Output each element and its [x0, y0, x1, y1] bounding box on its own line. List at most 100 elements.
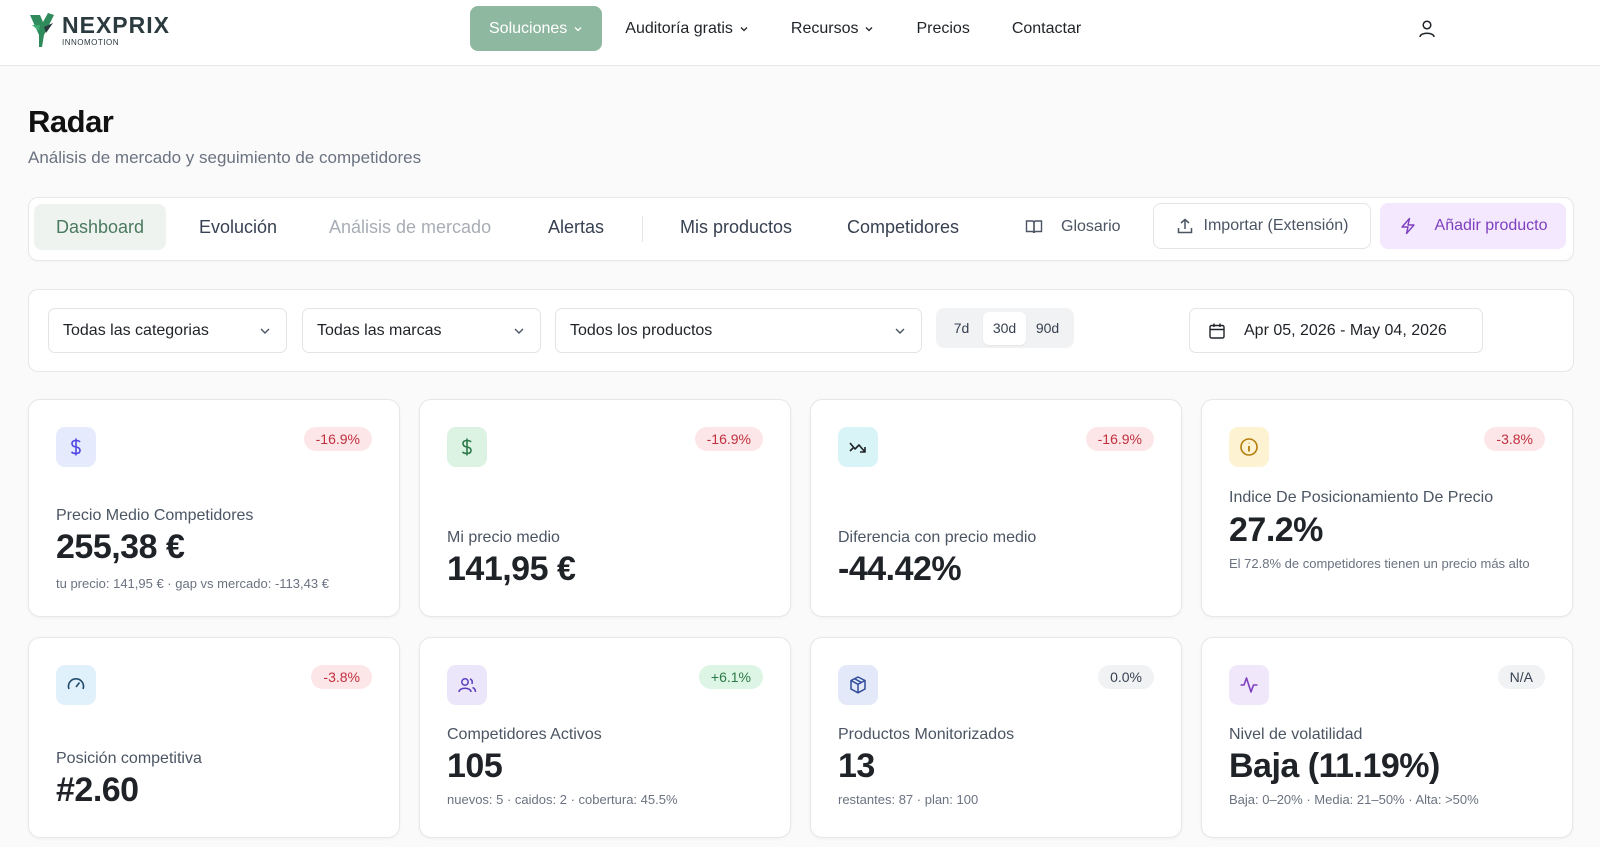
nav-item-label: Contactar — [1011, 19, 1082, 37]
kpi-icon-badge — [838, 665, 878, 705]
tab-dashboard[interactable]: Dashboard — [34, 204, 167, 250]
kpi-value: 105 — [447, 747, 503, 785]
trend-icon — [849, 442, 866, 453]
tab-analisis-mercado[interactable]: Análisis de mercado — [329, 216, 492, 237]
kpi-note: tu precio: 141,95 € · gap vs mercado: -1… — [56, 576, 329, 591]
book-icon — [1025, 220, 1043, 234]
kpi-label: Mi precio medio — [447, 529, 560, 546]
gauge-icon — [67, 678, 85, 690]
top-navigation-bar: NEXPRIX INNOMOTION Soluciones Auditoría … — [0, 0, 1600, 66]
kpi-card-productos-monitorizados: 0.0% Productos Monitorizados 13 restante… — [810, 637, 1182, 838]
info-icon — [1240, 438, 1258, 456]
chevron-down-icon — [866, 26, 873, 31]
kpi-value: 141,95 € — [447, 550, 576, 588]
dollar-icon — [461, 438, 472, 456]
kpi-value: #2.60 — [56, 771, 139, 809]
kpi-value: 27.2% — [1229, 511, 1323, 549]
kpi-change-badge: -16.9% — [303, 427, 372, 451]
kpi-note: Baja: 0–20% · Media: 21–50% · Alta: >50% — [1229, 792, 1479, 807]
logo-icon — [30, 13, 54, 47]
nav-item-precios[interactable]: Precios — [897, 6, 988, 51]
date-range-picker[interactable]: Apr 05, 2026 - May 04, 2026 — [1189, 308, 1483, 353]
kpi-card-indice-posicionamiento: -3.8% Indice De Posicionamiento De Preci… — [1201, 399, 1573, 617]
import-extension-button[interactable]: Importar (Extensión) — [1153, 203, 1371, 249]
kpi-label: Nivel de volatilidad — [1229, 726, 1363, 743]
kpi-card-posicion-competitiva: -3.8% Posición competitiva #2.60 — [28, 637, 400, 838]
add-product-label: Añadir producto — [1434, 217, 1548, 234]
product-select-value: Todos los productos — [570, 321, 713, 339]
upload-icon — [1177, 218, 1192, 234]
kpi-note: El 72.8% de competidores tienen un preci… — [1229, 556, 1530, 571]
main-nav: Soluciones Auditoría gratis Recursos Pre… — [470, 6, 1104, 51]
kpi-change-badge: 0.0% — [1098, 665, 1154, 689]
brand-tagline: INNOMOTION — [62, 37, 119, 47]
chevron-down-icon — [895, 328, 905, 334]
kpi-value: -44.42% — [838, 550, 962, 588]
kpi-icon-badge — [447, 665, 487, 705]
chevron-down-icon — [740, 26, 748, 31]
brand-name: NEXPRIX — [62, 11, 170, 38]
kpi-label: Productos Monitorizados — [838, 726, 1015, 743]
kpi-icon-badge — [447, 427, 487, 467]
dollar-icon — [70, 438, 81, 456]
kpi-value: Baja (11.19%) — [1229, 747, 1440, 785]
import-label: Importar (Extensión) — [1203, 217, 1349, 234]
tab-alertas[interactable]: Alertas — [548, 216, 605, 237]
product-select[interactable]: Todos los productos — [555, 308, 922, 353]
nav-item-soluciones[interactable]: Soluciones — [470, 6, 603, 51]
nav-item-contactar[interactable]: Contactar — [993, 6, 1100, 51]
kpi-change-badge: -3.8% — [311, 665, 372, 689]
add-product-button[interactable]: Añadir producto — [1380, 203, 1566, 249]
activity-icon — [1240, 677, 1258, 693]
chevron-down-icon — [574, 26, 582, 31]
tab-mis-productos[interactable]: Mis productos — [680, 216, 793, 237]
date-range-value: Apr 05, 2026 - May 04, 2026 — [1244, 321, 1447, 339]
kpi-icon-badge — [56, 427, 96, 467]
range-90d[interactable]: 90d — [1035, 320, 1060, 336]
chevron-down-icon — [260, 328, 270, 334]
user-icon[interactable] — [1418, 19, 1436, 39]
nav-item-label: Recursos — [790, 19, 859, 37]
kpi-card-mi-precio-medio: -16.9% Mi precio medio 141,95 € — [419, 399, 791, 617]
nav-item-label: Soluciones — [489, 19, 568, 37]
kpi-label: Posición competitiva — [56, 750, 202, 767]
calendar-icon — [1209, 323, 1225, 339]
page-subtitle: Análisis de mercado y seguimiento de com… — [28, 148, 422, 167]
glossary-label: Glosario — [1061, 218, 1121, 235]
range-30d[interactable]: 30d — [983, 311, 1026, 345]
time-range-toggle: 7d 30d 90d — [936, 308, 1074, 348]
kpi-value: 255,38 € — [56, 528, 185, 566]
kpi-note: restantes: 87 · plan: 100 — [838, 792, 979, 807]
kpi-value: 13 — [838, 747, 875, 785]
lightning-icon — [1400, 217, 1415, 235]
brand-logo[interactable]: NEXPRIX INNOMOTION — [26, 11, 170, 49]
category-select-value: Todas las categorias — [63, 321, 209, 339]
kpi-label: Indice De Posicionamiento De Precio — [1229, 489, 1494, 506]
kpi-label: Competidores Activos — [447, 726, 602, 743]
range-7d[interactable]: 7d — [953, 320, 970, 336]
tab-evolucion[interactable]: Evolución — [199, 216, 278, 237]
kpi-change-badge: +6.1% — [698, 665, 763, 689]
page-title: Radar — [28, 104, 114, 139]
kpi-card-nivel-volatilidad: N/A Nivel de volatilidad Baja (11.19%) B… — [1201, 637, 1573, 838]
brand-select[interactable]: Todas las marcas — [302, 308, 541, 353]
kpi-label: Diferencia con precio medio — [838, 529, 1037, 546]
nav-item-label: Precios — [916, 19, 970, 37]
category-select[interactable]: Todas las categorias — [48, 308, 287, 353]
kpi-card-precio-medio-competidores: -16.9% Precio Medio Competidores 255,38 … — [28, 399, 400, 617]
kpi-icon-badge — [1229, 427, 1269, 467]
section-tabs: Dashboard Evolución Análisis de mercado … — [28, 197, 1574, 261]
tab-competidores[interactable]: Competidores — [847, 216, 960, 237]
box-icon — [850, 676, 866, 694]
glossary-link[interactable]: Glosario — [1025, 204, 1121, 250]
kpi-change-badge: -16.9% — [1085, 427, 1154, 451]
users-icon — [458, 678, 477, 693]
kpi-icon-badge — [838, 427, 878, 467]
kpi-change-badge: N/A — [1497, 665, 1545, 689]
kpi-change-badge: -3.8% — [1484, 427, 1545, 451]
kpi-card-diferencia-precio-medio: -16.9% Diferencia con precio medio -44.4… — [810, 399, 1182, 617]
kpi-note: nuevos: 5 · caidos: 2 · cobertura: 45.5% — [447, 792, 678, 807]
nav-item-recursos[interactable]: Recursos — [772, 6, 894, 51]
kpi-icon-badge — [1229, 665, 1269, 705]
nav-item-auditoria[interactable]: Auditoría gratis — [606, 6, 768, 51]
